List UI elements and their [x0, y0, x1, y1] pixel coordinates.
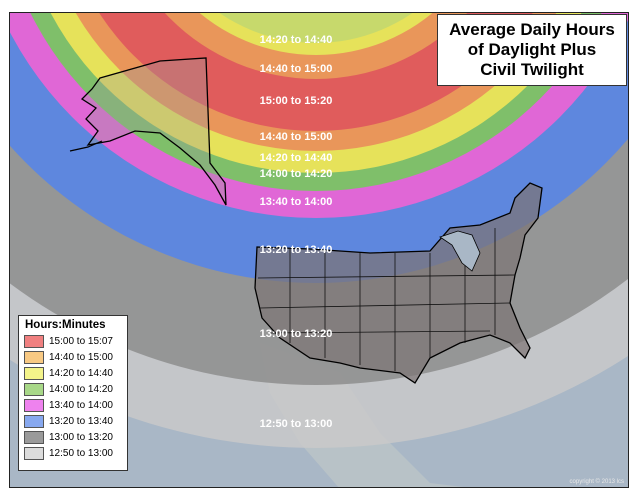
band-label-2: 14:40 to 15:00 — [260, 63, 333, 75]
band-label-9: 13:00 to 13:20 — [260, 328, 333, 340]
band-label-7: 13:40 to 14:00 — [260, 196, 333, 208]
legend-title: Hours:Minutes — [25, 319, 106, 331]
aleutian-islands — [69, 140, 103, 152]
legend-item: 14:00 to 14:20 — [23, 381, 123, 397]
legend-item: 13:00 to 13:20 — [23, 429, 123, 445]
copyright-text: copyright © 2013 lcs — [569, 479, 624, 485]
band-label-1: 14:20 to 14:40 — [260, 34, 333, 46]
title-line-3: Civil Twilight — [480, 60, 584, 79]
great-lakes — [439, 230, 481, 272]
legend-item: 15:00 to 15:07 — [23, 333, 123, 349]
band-label-5: 14:20 to 14:40 — [260, 152, 333, 164]
band-label-8: 13:20 to 13:40 — [260, 244, 333, 256]
legend-label: 12:50 to 13:00 — [49, 447, 113, 459]
legend-swatch — [24, 334, 44, 348]
legend-item: 14:20 to 14:40 — [23, 365, 123, 381]
title-line-2: of Daylight Plus — [467, 40, 597, 59]
legend-label: 15:00 to 15:07 — [49, 335, 113, 347]
legend-label: 13:00 to 13:20 — [49, 431, 113, 443]
legend-label: 13:20 to 13:40 — [49, 415, 113, 427]
legend-swatch — [24, 414, 44, 428]
legend-item: 14:40 to 15:00 — [23, 349, 123, 365]
alaska-outline — [80, 57, 227, 206]
legend-label: 14:40 to 15:00 — [49, 351, 113, 363]
legend-item: 12:50 to 13:00 — [23, 445, 123, 461]
legend-swatch — [24, 350, 44, 364]
legend-swatch — [24, 398, 44, 412]
title-line-1: Average Daily Hours — [449, 20, 615, 39]
band-label-4: 14:40 to 15:00 — [260, 131, 333, 143]
usa-outline — [254, 182, 543, 384]
legend: Hours:Minutes 15:00 to 15:07 14:40 to 15… — [18, 315, 128, 471]
legend-swatch — [24, 430, 44, 444]
legend-label: 14:20 to 14:40 — [49, 367, 113, 379]
band-label-6: 14:00 to 14:20 — [260, 168, 333, 180]
band-label-3: 15:00 to 15:20 — [260, 95, 333, 107]
legend-label: 14:00 to 14:20 — [49, 383, 113, 395]
title-box: Average Daily Hours of Daylight Plus Civ… — [437, 14, 627, 86]
state-borders — [257, 228, 516, 371]
legend-swatch — [24, 366, 44, 380]
legend-swatch — [24, 446, 44, 460]
legend-label: 13:40 to 14:00 — [49, 399, 113, 411]
legend-item: 13:20 to 13:40 — [23, 413, 123, 429]
band-core — [219, 13, 413, 43]
band-label-10: 12:50 to 13:00 — [260, 418, 333, 430]
legend-swatch — [24, 382, 44, 396]
legend-item: 13:40 to 14:00 — [23, 397, 123, 413]
